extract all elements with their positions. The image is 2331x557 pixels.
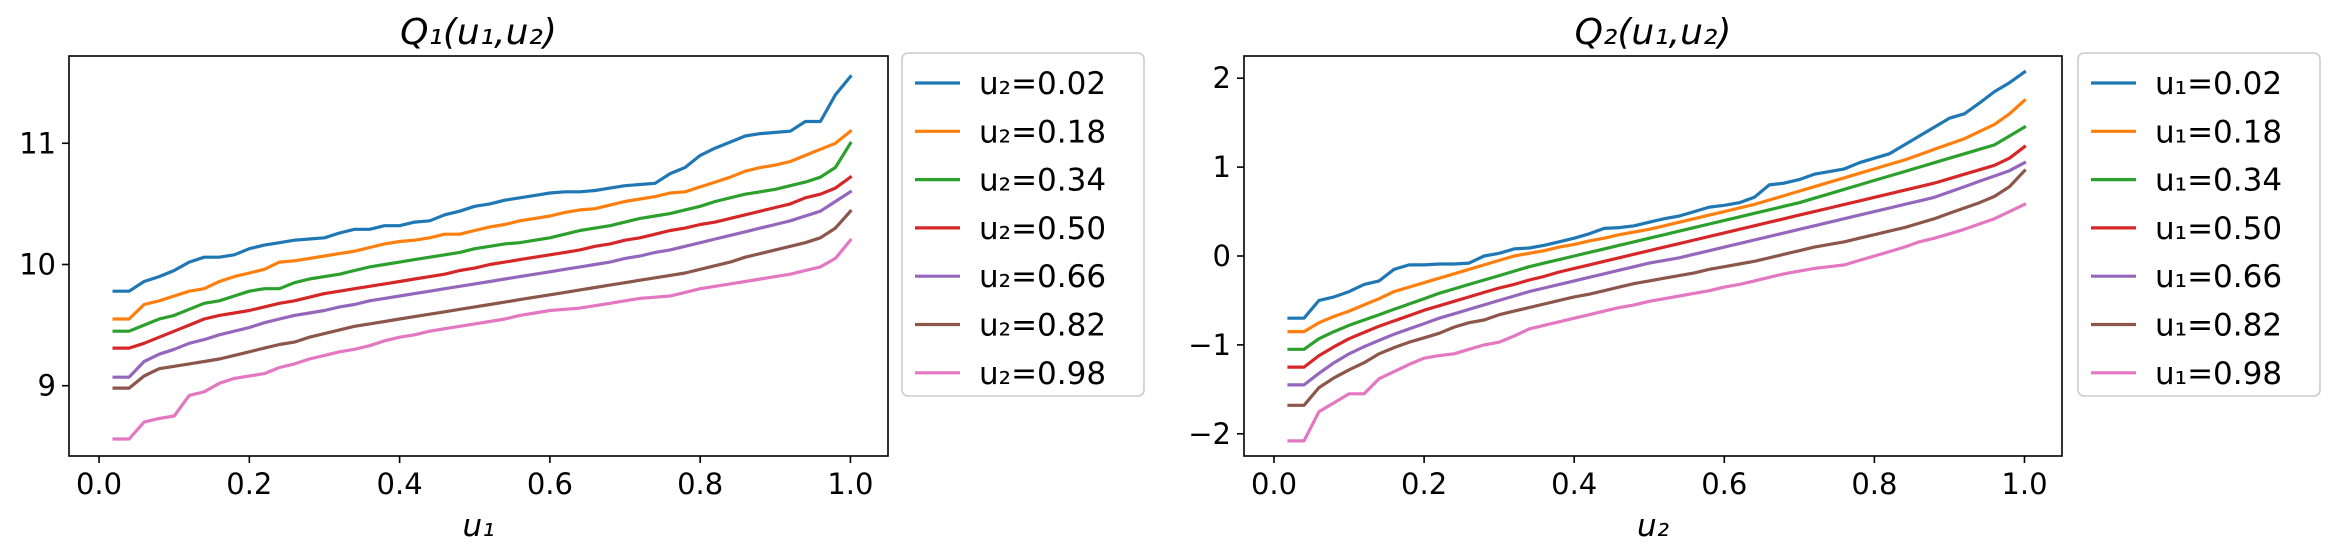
x-tick-label: 0.0: [76, 467, 122, 501]
plot-frame: [1243, 55, 2063, 457]
legend-label: u₁=0.98: [2155, 356, 2282, 392]
x-tick-label: 0.6: [527, 467, 573, 501]
series-line: [1287, 69, 2027, 320]
x-tick-label: 0.4: [1551, 467, 1597, 501]
legend-label: u₂=0.50: [979, 211, 1106, 247]
chart-panel-2: Q₂(u₁,u₂) 0.0 0.2 0.4 0.6 0.8 1.0 −2 −1 0 1 2 u₂ u₁=0…: [1188, 12, 2321, 544]
y-tick-label: −1: [1188, 328, 1231, 362]
legend-label: u₁=0.02: [2155, 66, 2282, 102]
series-line: [112, 141, 853, 333]
series-line: [112, 128, 853, 321]
series-line: [1287, 168, 2027, 407]
plot-frame: [68, 55, 889, 457]
y-tick-label: 10: [19, 247, 56, 281]
series-line: [1287, 124, 2027, 351]
legend-label: u₂=0.18: [979, 114, 1106, 150]
legend: u₁=0.02 u₁=0.18 u₁=0.34 u₁=0.50 u₁=0.66 u₁=0.…: [2077, 52, 2321, 397]
legend-label: u₁=0.66: [2155, 259, 2282, 295]
x-axis-label: u₂: [1637, 508, 1669, 544]
series-line: [1287, 144, 2027, 369]
chart-title: Q₂(u₁,u₂): [1575, 12, 1732, 53]
legend: u₂=0.02 u₂=0.18 u₂=0.34 u₂=0.50 u₂=0.66 u₂=0.…: [901, 52, 1145, 397]
chart-panel-1: Q₁(u₁,u₂) 0.0 0.2 0.4 0.6 0.8 1.0 9 10 11 u₁ u₂=0.0…: [19, 12, 1145, 544]
series-line: [1287, 98, 2027, 334]
chart-title: Q₁(u₁,u₂): [400, 12, 557, 53]
legend-box: [2077, 52, 2321, 397]
x-tick-label: 0.8: [677, 467, 723, 501]
series-line: [1287, 160, 2027, 387]
x-tick-label: 0.2: [226, 467, 272, 501]
x-tick-label: 0.2: [1401, 467, 1447, 501]
legend-label: u₁=0.50: [2155, 211, 2282, 247]
x-tick-label: 0.6: [1701, 467, 1747, 501]
x-tick-label: 0.0: [1251, 467, 1297, 501]
x-axis-label: u₁: [462, 508, 494, 544]
y-tick-label: −2: [1188, 417, 1231, 451]
x-tick-label: 1.0: [2001, 467, 2047, 501]
legend-box: [901, 52, 1145, 397]
y-tick-label: 11: [19, 126, 56, 160]
x-tick-label: 1.0: [827, 467, 873, 501]
legend-label: u₂=0.98: [979, 356, 1106, 392]
series-line: [112, 208, 853, 390]
y-tick-label: 1: [1213, 150, 1231, 184]
y-tick-label: 9: [38, 369, 56, 403]
x-tick-label: 0.8: [1851, 467, 1897, 501]
series-line: [112, 174, 853, 350]
legend-label: u₁=0.82: [2155, 308, 2282, 344]
legend-label: u₂=0.82: [979, 308, 1106, 344]
x-tick-label: 0.4: [377, 467, 423, 501]
legend-label: u₂=0.34: [979, 163, 1106, 199]
legend-label: u₂=0.02: [979, 66, 1106, 102]
series-line: [112, 74, 853, 293]
series-line: [112, 237, 853, 441]
legend-label: u₁=0.18: [2155, 114, 2282, 150]
legend-label: u₁=0.34: [2155, 163, 2282, 199]
series-line: [112, 189, 853, 379]
y-tick-label: 0: [1213, 239, 1231, 273]
y-tick-label: 2: [1213, 61, 1231, 95]
series-line: [1287, 202, 2027, 443]
legend-label: u₂=0.66: [979, 259, 1106, 295]
